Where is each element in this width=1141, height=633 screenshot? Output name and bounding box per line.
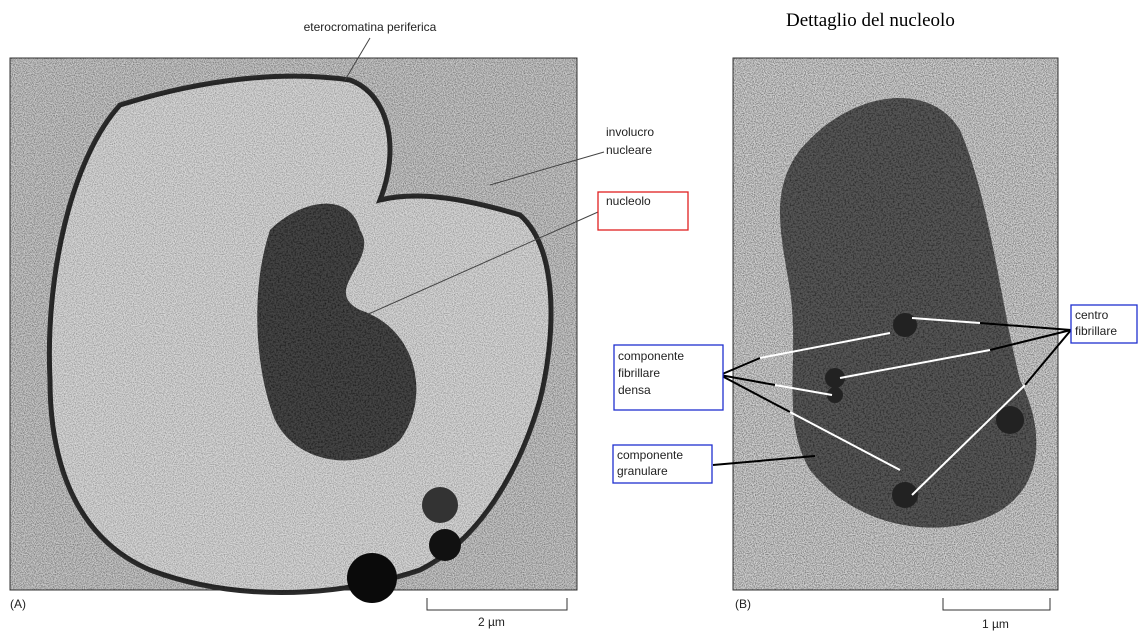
scale-label: 2 µm [478, 615, 505, 629]
figure: Dettaglio del nucleolo eterocromatina pe… [0, 0, 1141, 633]
annotation: eterocromatina periferica [304, 20, 437, 34]
label-line: granulare [617, 464, 668, 478]
annotation: nucleolo [606, 194, 651, 208]
panel-label: (A) [10, 597, 26, 611]
label-line: fibrillare [618, 366, 660, 380]
label-line: involucro [606, 125, 654, 139]
annotation: involucro nucleare [606, 125, 654, 157]
label-line: centro [1075, 308, 1109, 322]
scale-bar-b [943, 598, 1050, 610]
scale-bar-a [427, 598, 567, 610]
label-line: densa [618, 383, 651, 397]
panel-label: (B) [735, 597, 751, 611]
scale-label: 1 µm [982, 617, 1009, 631]
label-line: componente [618, 349, 684, 363]
label-line: fibrillare [1075, 324, 1117, 338]
micrograph-a [10, 58, 577, 603]
title: Dettaglio del nucleolo [786, 10, 955, 31]
label-line: nucleare [606, 143, 652, 157]
label-line: componente [617, 448, 683, 462]
micrograph-b [733, 58, 1058, 590]
